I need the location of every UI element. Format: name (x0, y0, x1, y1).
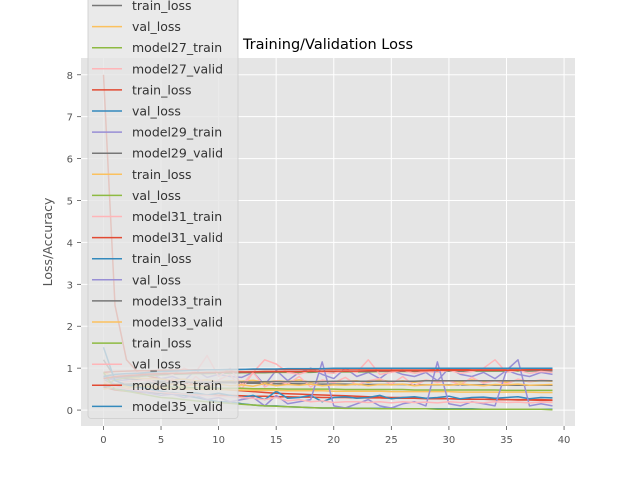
legend-label: val_loss (132, 272, 181, 287)
legend-label: model27_train (132, 40, 222, 55)
legend-label: model33_valid (132, 315, 223, 330)
legend-label: model35_train (132, 378, 222, 393)
y-tick-label: 2 (67, 322, 73, 333)
y-tick-label: 4 (67, 238, 73, 249)
legend: train_loss val_loss model27_train model27_v… (87, 0, 239, 419)
legend-label: val_loss (132, 188, 181, 203)
y-tick-label: 1 (67, 364, 73, 375)
legend-label: val_loss (132, 104, 181, 119)
legend-label: train_loss (132, 0, 192, 13)
legend-label: train_loss (132, 167, 192, 182)
legend-label: train_loss (132, 82, 192, 97)
y-axis-ticks: 0 1 2 3 4 5 6 7 8 (67, 71, 81, 417)
y-tick-label: 6 (67, 155, 73, 166)
legend-label: train_loss (132, 251, 192, 266)
legend-label: model27_valid (132, 61, 223, 76)
x-tick-label: 10 (212, 435, 225, 446)
y-tick-label: 7 (67, 113, 73, 124)
x-tick-label: 30 (443, 435, 456, 446)
legend-box (87, 0, 239, 419)
legend-label: model29_valid (132, 146, 223, 161)
legend-label: val_loss (132, 357, 181, 372)
legend-label: model31_train (132, 209, 222, 224)
y-tick-label: 5 (67, 197, 73, 208)
legend-label: model31_valid (132, 230, 223, 245)
legend-label: train_loss (132, 336, 192, 351)
chart-title: Training/Validation Loss (242, 37, 413, 53)
x-tick-label: 0 (100, 435, 106, 446)
x-tick-label: 25 (385, 435, 398, 446)
x-tick-label: 40 (558, 435, 571, 446)
legend-label: val_loss (132, 19, 181, 34)
y-axis-label: Loss/Accuracy (40, 197, 55, 286)
x-tick-label: 35 (500, 435, 513, 446)
legend-label: model33_train (132, 293, 222, 308)
legend-label: model35_valid (132, 399, 223, 414)
x-tick-label: 20 (327, 435, 340, 446)
legend-label: model29_train (132, 125, 222, 140)
x-axis-ticks: 0 5 10 15 20 25 30 35 40 (100, 426, 570, 446)
y-tick-label: 3 (67, 280, 73, 291)
y-tick-label: 8 (67, 71, 73, 82)
y-tick-label: 0 (67, 406, 73, 417)
x-tick-label: 15 (270, 435, 283, 446)
x-tick-label: 5 (158, 435, 164, 446)
